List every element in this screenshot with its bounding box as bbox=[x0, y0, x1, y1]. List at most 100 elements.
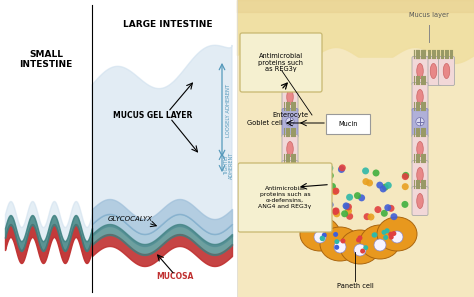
Circle shape bbox=[374, 239, 386, 251]
Circle shape bbox=[360, 249, 365, 254]
Ellipse shape bbox=[320, 227, 360, 261]
FancyBboxPatch shape bbox=[238, 163, 332, 232]
Circle shape bbox=[339, 164, 346, 171]
Circle shape bbox=[338, 166, 345, 173]
Circle shape bbox=[340, 238, 346, 244]
Circle shape bbox=[384, 204, 392, 211]
FancyBboxPatch shape bbox=[268, 56, 284, 86]
Text: Enterocyte: Enterocyte bbox=[272, 112, 308, 118]
Ellipse shape bbox=[273, 64, 280, 78]
Circle shape bbox=[382, 184, 389, 191]
Ellipse shape bbox=[260, 64, 267, 78]
Circle shape bbox=[320, 236, 325, 241]
Circle shape bbox=[313, 173, 320, 180]
Text: Antimicrobial
proteins such as
α-defensins,
ANG4 and REG3γ: Antimicrobial proteins such as α-defensi… bbox=[258, 186, 311, 209]
Circle shape bbox=[389, 235, 394, 240]
Ellipse shape bbox=[287, 168, 293, 183]
Ellipse shape bbox=[340, 230, 380, 264]
Circle shape bbox=[366, 179, 373, 187]
Circle shape bbox=[319, 236, 325, 241]
Circle shape bbox=[388, 232, 393, 237]
Circle shape bbox=[364, 213, 371, 220]
Text: Paneth cell: Paneth cell bbox=[337, 283, 374, 289]
Circle shape bbox=[345, 207, 352, 214]
Circle shape bbox=[291, 65, 297, 71]
Circle shape bbox=[373, 232, 377, 237]
FancyBboxPatch shape bbox=[282, 135, 298, 164]
FancyBboxPatch shape bbox=[255, 56, 272, 86]
Text: SMALL
INTESTINE: SMALL INTESTINE bbox=[19, 50, 73, 69]
Circle shape bbox=[314, 231, 326, 243]
Circle shape bbox=[333, 210, 340, 217]
Circle shape bbox=[329, 183, 336, 190]
Circle shape bbox=[322, 233, 327, 238]
Bar bbox=[237, 0, 474, 297]
Text: GLYCOCALYX: GLYCOCALYX bbox=[108, 216, 153, 222]
Circle shape bbox=[318, 165, 325, 172]
Circle shape bbox=[392, 231, 396, 236]
Circle shape bbox=[385, 182, 392, 189]
Circle shape bbox=[303, 200, 310, 207]
Ellipse shape bbox=[287, 193, 293, 208]
Circle shape bbox=[334, 239, 339, 244]
Text: LARGE INTESTINE: LARGE INTESTINE bbox=[123, 20, 213, 29]
Ellipse shape bbox=[417, 168, 423, 183]
Circle shape bbox=[345, 203, 352, 210]
FancyBboxPatch shape bbox=[243, 56, 258, 86]
Circle shape bbox=[319, 213, 326, 220]
FancyBboxPatch shape bbox=[282, 108, 298, 138]
Circle shape bbox=[384, 228, 390, 233]
Circle shape bbox=[382, 230, 386, 235]
Circle shape bbox=[356, 238, 361, 243]
Circle shape bbox=[374, 206, 382, 213]
Circle shape bbox=[402, 172, 409, 179]
Ellipse shape bbox=[417, 193, 423, 208]
Circle shape bbox=[326, 165, 333, 172]
Ellipse shape bbox=[287, 89, 293, 105]
Circle shape bbox=[380, 185, 387, 192]
FancyBboxPatch shape bbox=[412, 135, 428, 164]
Circle shape bbox=[333, 232, 338, 237]
FancyBboxPatch shape bbox=[426, 56, 441, 86]
Circle shape bbox=[332, 188, 339, 195]
Circle shape bbox=[358, 194, 365, 201]
Ellipse shape bbox=[377, 217, 417, 251]
FancyBboxPatch shape bbox=[282, 160, 298, 189]
Circle shape bbox=[326, 180, 332, 187]
Text: MUCOSA: MUCOSA bbox=[156, 272, 194, 281]
FancyBboxPatch shape bbox=[412, 187, 428, 216]
Circle shape bbox=[299, 192, 306, 199]
Circle shape bbox=[373, 170, 380, 176]
Text: MUCUS GEL LAYER: MUCUS GEL LAYER bbox=[113, 110, 193, 119]
Circle shape bbox=[363, 245, 368, 250]
Circle shape bbox=[391, 231, 403, 243]
Circle shape bbox=[362, 168, 369, 174]
Circle shape bbox=[391, 213, 398, 220]
Text: Mucin: Mucin bbox=[338, 121, 358, 127]
Circle shape bbox=[416, 118, 424, 126]
Ellipse shape bbox=[247, 64, 254, 78]
Ellipse shape bbox=[300, 217, 340, 251]
Circle shape bbox=[341, 210, 348, 217]
Circle shape bbox=[383, 235, 388, 240]
Bar bbox=[0, 0, 237, 297]
Circle shape bbox=[402, 173, 409, 180]
Polygon shape bbox=[92, 45, 232, 234]
Circle shape bbox=[319, 166, 327, 173]
Circle shape bbox=[346, 213, 353, 220]
Circle shape bbox=[346, 194, 353, 201]
Circle shape bbox=[354, 192, 361, 199]
Circle shape bbox=[376, 182, 383, 189]
Circle shape bbox=[310, 170, 317, 177]
Circle shape bbox=[367, 214, 374, 220]
Ellipse shape bbox=[287, 141, 293, 157]
Circle shape bbox=[321, 225, 326, 230]
Circle shape bbox=[284, 67, 290, 73]
Circle shape bbox=[327, 172, 334, 179]
Circle shape bbox=[332, 208, 339, 215]
Ellipse shape bbox=[360, 225, 400, 259]
Circle shape bbox=[314, 211, 321, 218]
Circle shape bbox=[317, 204, 324, 211]
Circle shape bbox=[354, 244, 366, 256]
FancyBboxPatch shape bbox=[438, 56, 455, 86]
